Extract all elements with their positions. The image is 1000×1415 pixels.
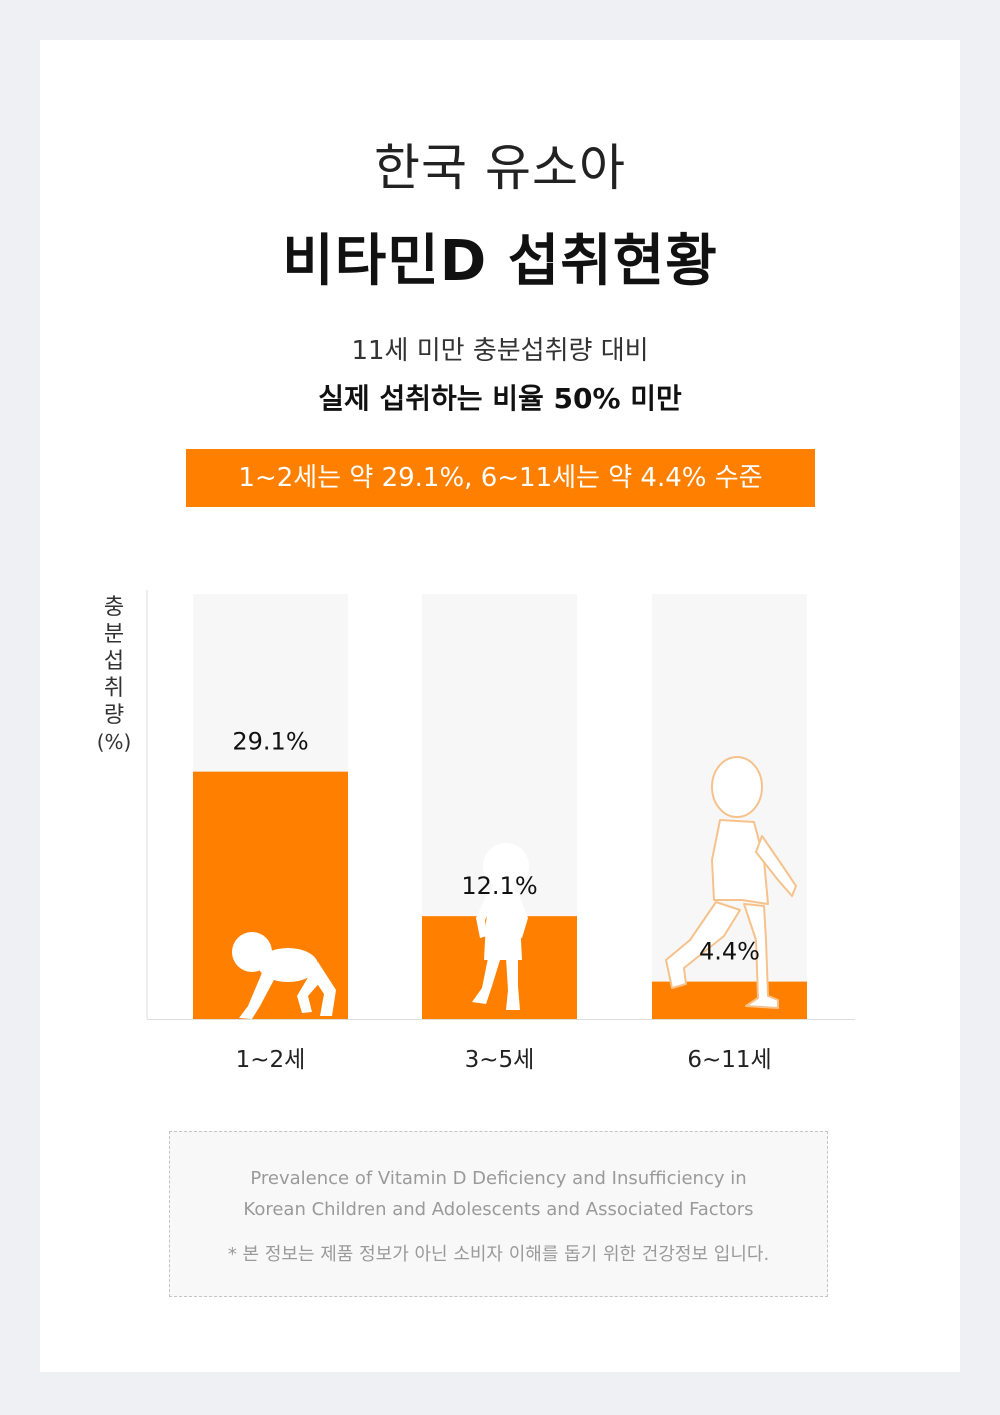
- y-axis-label-char: 분: [103, 622, 125, 647]
- y-axis-label-unit: (%): [96, 730, 132, 754]
- toddler-silhouette: [472, 843, 529, 1010]
- source-note-box: Prevalence of Vitamin D Deficiency and I…: [169, 1131, 828, 1297]
- data-label-3: 4.4%: [699, 938, 760, 966]
- crawling-baby-silhouette: [232, 932, 336, 1019]
- bar-chart: 29.1% 1~2세 12.1% 3~5세 4.4% 6~11세: [146, 590, 855, 1073]
- data-label-2: 12.1%: [461, 872, 537, 900]
- source-citation-line2: Korean Children and Adolescents and Asso…: [243, 1199, 754, 1220]
- source-citation-line1: Prevalence of Vitamin D Deficiency and I…: [250, 1168, 747, 1189]
- subtitle-line2: 실제 섭취하는 비율 50% 미만: [318, 382, 682, 415]
- x-tick-label-2: 3~5세: [465, 1047, 535, 1073]
- y-axis-label-char: 량: [103, 703, 125, 728]
- y-axis-label-char: 취: [103, 676, 125, 701]
- subtitle-line1: 11세 미만 충분섭취량 대비: [351, 336, 649, 366]
- infographic-card: 한국 유소아 비타민D 섭취현황 11세 미만 충분섭취량 대비 실제 섭취하는…: [40, 40, 960, 1372]
- y-axis-label: 충 분 섭 취 량 (%): [92, 594, 136, 756]
- x-tick-label-1: 1~2세: [236, 1047, 306, 1073]
- x-tick-label-3: 6~11세: [687, 1047, 771, 1073]
- page-title-line1: 한국 유소아: [374, 139, 626, 197]
- highlight-banner: 1~2세는 약 29.1%, 6~11세는 약 4.4% 수준: [186, 449, 815, 507]
- walking-child-outline: [665, 756, 797, 1009]
- disclaimer-text: * 본 정보는 제품 정보가 아닌 소비자 이해를 돕기 위한 건강정보 입니다…: [227, 1244, 770, 1265]
- data-label-1: 29.1%: [232, 728, 308, 756]
- y-axis-label-char: 섭: [103, 649, 125, 674]
- page-title-line2: 비타민D 섭취현황: [282, 229, 718, 294]
- y-axis-label-char: 충: [103, 595, 125, 620]
- bar-3: [652, 981, 807, 1019]
